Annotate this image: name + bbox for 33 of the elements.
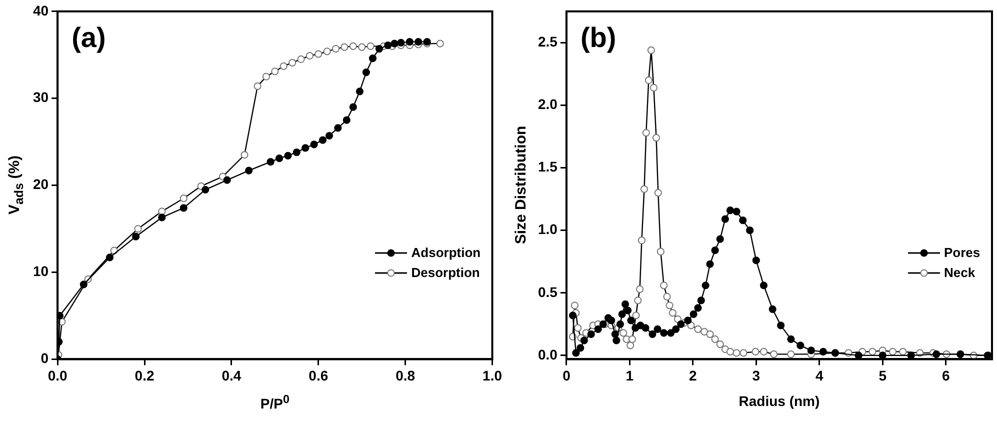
annotation: (a) [72, 22, 106, 54]
annotation: (b) [580, 22, 616, 54]
x-tick-label: 0.6 [308, 367, 328, 384]
x-axis-title: P/P$^{0}$ [260, 393, 290, 412]
y-tick-label: 10 [32, 263, 49, 280]
legend-label: Neck [944, 264, 976, 282]
x-tick-label: 0.0 [48, 367, 68, 384]
x-tick-label: 0.8 [396, 367, 416, 384]
y-axis-title: Size Distribution [512, 126, 530, 244]
y-tick-label: 30 [32, 89, 49, 106]
y-tick-label: 2.5 [538, 34, 558, 50]
y-tick-label: 20 [32, 176, 49, 192]
x-tick-label: 0.4 [222, 367, 242, 384]
x-axis-title: Radius (nm) [738, 393, 820, 410]
x-tick-label: 0.2 [134, 367, 154, 384]
legend-label: Desorption [411, 264, 480, 282]
y-tick-label: 2.0 [538, 96, 558, 112]
x-tick-label: 0 [562, 367, 571, 384]
y-tick-label: 0 [40, 350, 49, 366]
y-tick-label: 0.5 [538, 284, 558, 300]
legend-label: Pores [944, 244, 980, 262]
y-tick-label: 40 [32, 2, 49, 18]
x-tick-label: 1 [626, 367, 634, 384]
y-tick-label: 1.5 [538, 158, 558, 175]
y-tick-label: 1.0 [538, 221, 558, 238]
y-tick-label: 0.0 [538, 346, 558, 362]
x-tick-label: 1.0 [482, 367, 502, 384]
legend-label: Adsorption [411, 244, 481, 262]
x-tick-label: 2 [689, 367, 698, 384]
x-tick-label: 5 [878, 367, 887, 384]
x-tick-label: 3 [752, 367, 760, 384]
x-tick-label: 6 [942, 367, 950, 384]
x-tick-label: 4 [815, 367, 824, 384]
